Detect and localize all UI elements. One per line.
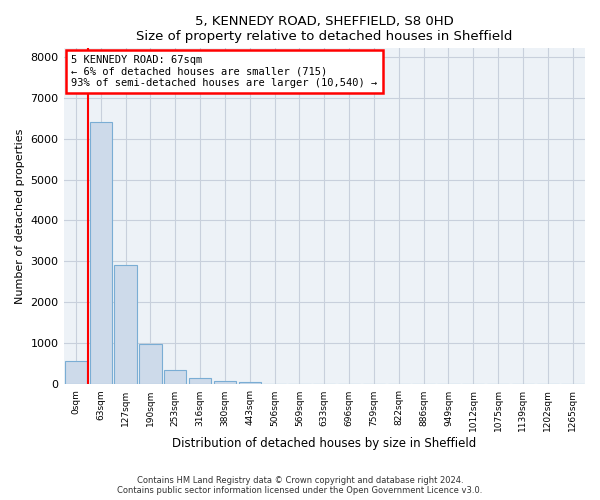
Bar	[239, 382, 261, 384]
Bar	[65, 360, 87, 384]
Y-axis label: Number of detached properties: Number of detached properties	[15, 128, 25, 304]
Bar	[214, 380, 236, 384]
X-axis label: Distribution of detached houses by size in Sheffield: Distribution of detached houses by size …	[172, 437, 476, 450]
Text: Contains HM Land Registry data © Crown copyright and database right 2024.
Contai: Contains HM Land Registry data © Crown c…	[118, 476, 482, 495]
Bar	[189, 378, 211, 384]
Bar	[115, 265, 137, 384]
Bar	[164, 370, 187, 384]
Text: 5 KENNEDY ROAD: 67sqm
← 6% of detached houses are smaller (715)
93% of semi-deta: 5 KENNEDY ROAD: 67sqm ← 6% of detached h…	[71, 55, 377, 88]
Bar	[139, 344, 161, 385]
Title: 5, KENNEDY ROAD, SHEFFIELD, S8 0HD
Size of property relative to detached houses : 5, KENNEDY ROAD, SHEFFIELD, S8 0HD Size …	[136, 15, 512, 43]
Bar	[89, 122, 112, 384]
